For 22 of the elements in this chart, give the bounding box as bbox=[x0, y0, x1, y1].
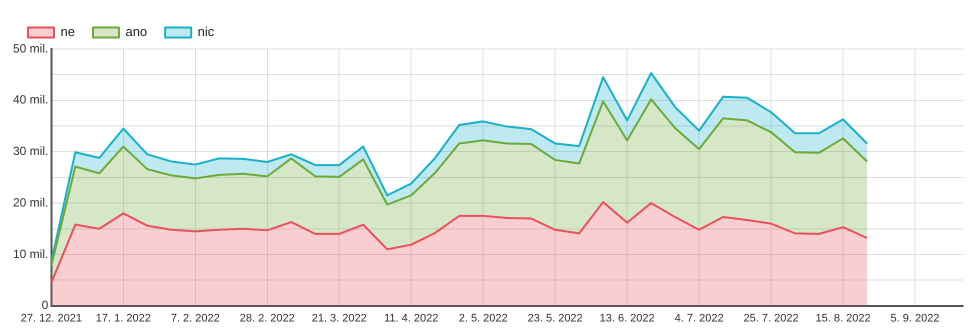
x-tick-label: 2. 5. 2022 bbox=[458, 312, 508, 324]
x-tick-label: 15. 8. 2022 bbox=[816, 312, 871, 324]
legend-label: ne bbox=[60, 24, 75, 40]
x-tick-label: 28. 2. 2022 bbox=[240, 312, 295, 324]
x-tick-label: 23. 5. 2022 bbox=[528, 312, 583, 324]
x-tick-label: 17. 1. 2022 bbox=[96, 312, 151, 324]
x-tick-label: 25. 7. 2022 bbox=[744, 312, 799, 324]
y-tick-label: 0 bbox=[42, 298, 49, 312]
x-tick-label: 11. 4. 2022 bbox=[384, 312, 438, 324]
x-tick-label: 4. 7. 2022 bbox=[674, 312, 724, 324]
y-tick-label: 30 mil. bbox=[13, 144, 48, 158]
y-tick-label: 50 mil. bbox=[13, 41, 48, 56]
legend-label: ano bbox=[125, 24, 148, 40]
x-tick-label: 21. 3. 2022 bbox=[312, 312, 367, 324]
x-tick-label: 5. 9. 2022 bbox=[890, 312, 940, 324]
y-tick-label: 20 mil. bbox=[13, 195, 48, 210]
x-tick-label: 7. 2. 2022 bbox=[170, 312, 220, 324]
y-tick-label: 40 mil. bbox=[13, 92, 48, 107]
x-tick-label: 27. 12. 2021 bbox=[20, 312, 82, 324]
y-tick-label: 10 mil. bbox=[13, 246, 48, 261]
legend-label: nic bbox=[198, 24, 215, 40]
x-tick-label: 13. 6. 2022 bbox=[600, 312, 655, 324]
